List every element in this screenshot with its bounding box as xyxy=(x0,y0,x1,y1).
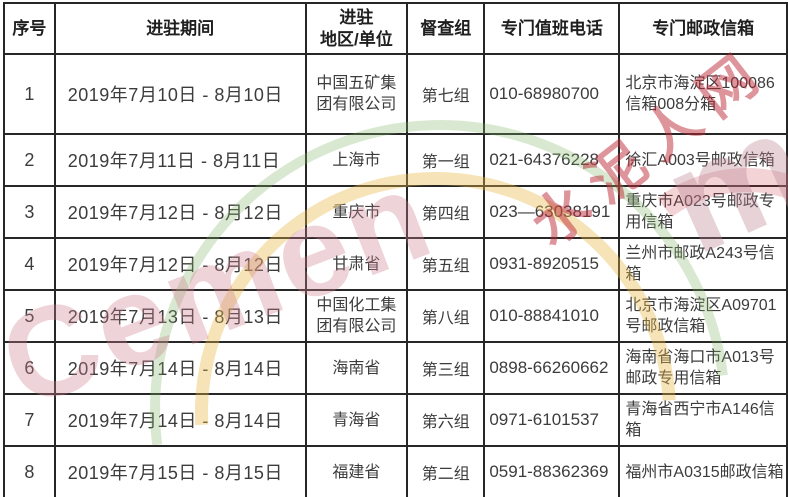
cell-period: 2019年7月10日 - 8月10日 xyxy=(53,53,307,135)
cell-group: 第四组 xyxy=(406,185,486,239)
cell-period: 2019年7月12日 - 8月12日 xyxy=(53,185,307,239)
table-header-row: 序号 进驻期间 进驻 地区/单位 督查组 专门值班电话 专门邮政信箱 xyxy=(3,2,788,55)
cell-unit: 海南省 xyxy=(304,341,409,395)
cell-group: 第一组 xyxy=(406,133,486,187)
cell-group: 第六组 xyxy=(406,393,486,447)
cell-seq: 6 xyxy=(3,341,56,395)
cell-phone: 010-68980700 xyxy=(483,53,621,135)
header-unit: 进驻 地区/单位 xyxy=(304,2,409,55)
inspection-schedule-table: 序号 进驻期间 进驻 地区/单位 督查组 专门值班电话 专门邮政信箱 1 201… xyxy=(3,2,788,497)
header-group: 督查组 xyxy=(406,2,486,55)
cell-phone: 0898-66260662 xyxy=(483,341,621,395)
table-row: 4 2019年7月12日 - 8月12日 甘肃省 第五组 0931-892051… xyxy=(3,237,788,291)
cell-seq: 7 xyxy=(3,393,56,447)
cell-phone: 023—63038191 xyxy=(483,185,621,239)
cell-group: 第二组 xyxy=(406,445,486,497)
cell-unit: 中国五矿集团有限公司 xyxy=(304,53,409,135)
table-row: 3 2019年7月12日 - 8月12日 重庆市 第四组 023—6303819… xyxy=(3,185,788,239)
cell-period: 2019年7月14日 - 8月14日 xyxy=(53,341,307,395)
header-seq: 序号 xyxy=(3,2,56,55)
header-phone: 专门值班电话 xyxy=(483,2,621,55)
header-mailbox: 专门邮政信箱 xyxy=(618,2,788,55)
table-row: 8 2019年7月15日 - 8月15日 福建省 第二组 0591-883623… xyxy=(3,445,788,497)
cell-phone: 010-88841010 xyxy=(483,289,621,343)
table-row: 6 2019年7月14日 - 8月14日 海南省 第三组 0898-662606… xyxy=(3,341,788,395)
cell-seq: 1 xyxy=(3,53,56,135)
cell-mailbox: 北京市海淀区A09701号邮政信箱 xyxy=(618,289,788,343)
cell-mailbox: 福州市A0315邮政信箱 xyxy=(618,445,788,497)
cell-seq: 3 xyxy=(3,185,56,239)
cell-phone: 0931-8920515 xyxy=(483,237,621,291)
cell-mailbox: 兰州市邮政A243号信箱 xyxy=(618,237,788,291)
table-row: 1 2019年7月10日 - 8月10日 中国五矿集团有限公司 第七组 010-… xyxy=(3,53,788,135)
cell-seq: 8 xyxy=(3,445,56,497)
cell-period: 2019年7月11日 - 8月11日 xyxy=(53,133,307,187)
cell-period: 2019年7月15日 - 8月15日 xyxy=(53,445,307,497)
cell-group: 第八组 xyxy=(406,289,486,343)
cell-unit: 上海市 xyxy=(304,133,409,187)
cell-seq: 4 xyxy=(3,237,56,291)
cell-group: 第七组 xyxy=(406,53,486,135)
cell-mailbox: 海南省海口市A013号邮政专用信箱 xyxy=(618,341,788,395)
cell-phone: 0591-88362369 xyxy=(483,445,621,497)
cell-phone: 021-64376228 xyxy=(483,133,621,187)
cell-unit: 青海省 xyxy=(304,393,409,447)
table-row: 5 2019年7月13日 - 8月13日 中国化工集团有限公司 第八组 010-… xyxy=(3,289,788,343)
table-row: 2 2019年7月11日 - 8月11日 上海市 第一组 021-6437622… xyxy=(3,133,788,187)
cell-unit: 甘肃省 xyxy=(304,237,409,291)
cell-seq: 5 xyxy=(3,289,56,343)
cell-mailbox: 徐汇A003号邮政信箱 xyxy=(618,133,788,187)
cell-seq: 2 xyxy=(3,133,56,187)
header-period: 进驻期间 xyxy=(53,2,307,55)
cell-unit: 福建省 xyxy=(304,445,409,497)
cell-mailbox: 北京市海淀区100086信箱008分箱 xyxy=(618,53,788,135)
cell-mailbox: 重庆市A023号邮政专用信箱 xyxy=(618,185,788,239)
cell-group: 第五组 xyxy=(406,237,486,291)
table-row: 7 2019年7月14日 - 8月14日 青海省 第六组 0971-610153… xyxy=(3,393,788,447)
cell-group: 第三组 xyxy=(406,341,486,395)
cell-mailbox: 青海省西宁市A146信箱 xyxy=(618,393,788,447)
cell-period: 2019年7月12日 - 8月12日 xyxy=(53,237,307,291)
cell-unit: 中国化工集团有限公司 xyxy=(304,289,409,343)
cell-unit: 重庆市 xyxy=(304,185,409,239)
cell-period: 2019年7月13日 - 8月13日 xyxy=(53,289,307,343)
cell-phone: 0971-6101537 xyxy=(483,393,621,447)
cell-period: 2019年7月14日 - 8月14日 xyxy=(53,393,307,447)
